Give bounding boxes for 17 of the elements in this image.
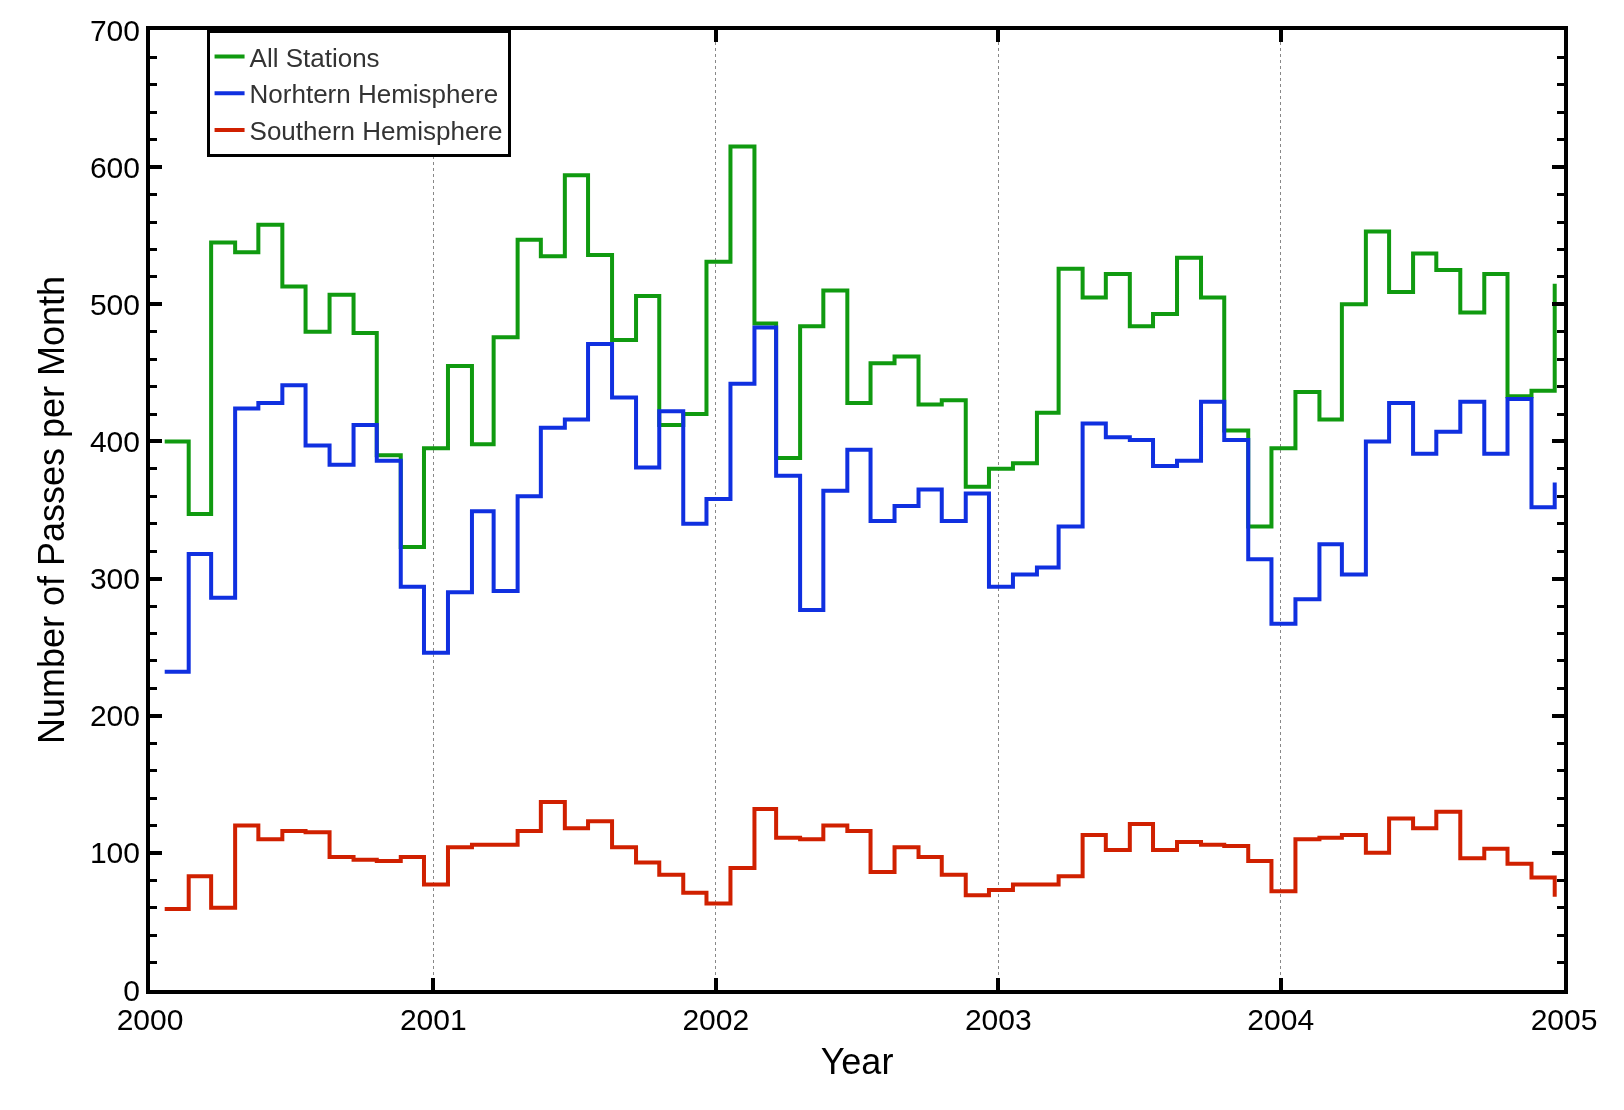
y-tick-label: 200 (89, 699, 140, 733)
legend-label: All Stations (249, 42, 380, 73)
y-tick-label: 400 (89, 424, 140, 458)
y-tick-label: 600 (89, 150, 140, 184)
x-tick-label: 2003 (964, 1003, 1032, 1036)
y-tick-label: 300 (89, 562, 140, 596)
y-tick-label: 100 (89, 836, 140, 870)
x-axis-title: Year (820, 1041, 894, 1083)
x-tick-label: 2005 (1530, 1003, 1598, 1036)
x-tick-label: 2002 (682, 1003, 750, 1036)
legend-label: Norhtern Hemisphere (249, 79, 499, 110)
y-axis-title: Number of Passes per Month (31, 275, 73, 745)
y-tick-label: 500 (89, 287, 140, 321)
x-tick-label: 2004 (1247, 1003, 1315, 1036)
legend-label: Southern Hemisphere (249, 116, 503, 147)
x-tick-label: 2001 (399, 1003, 467, 1036)
y-tick-label: 700 (89, 13, 140, 47)
